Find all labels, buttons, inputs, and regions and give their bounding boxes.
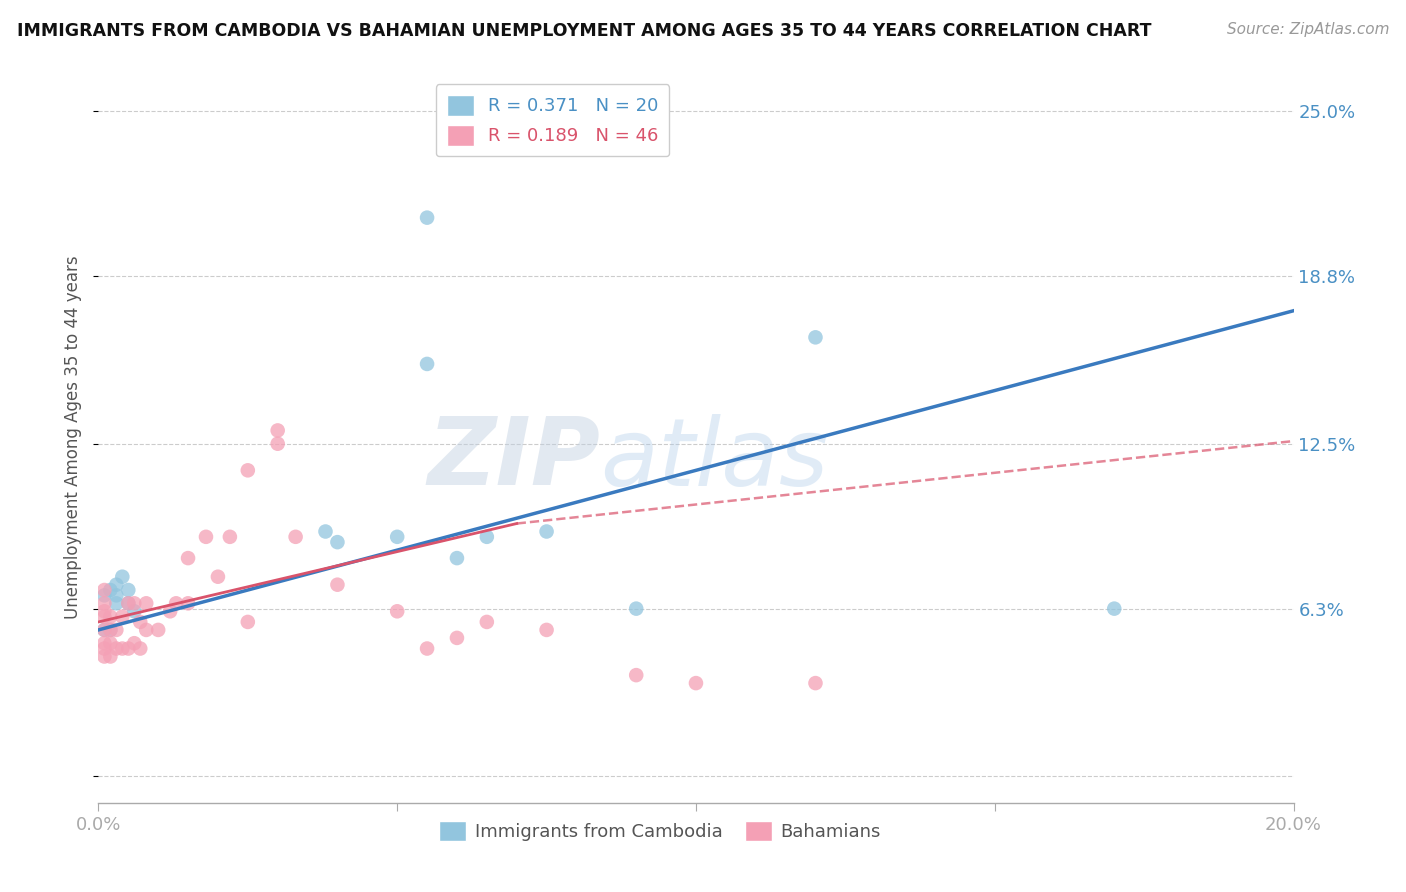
Point <box>93 604 115 618</box>
Text: atlas: atlas <box>600 414 828 505</box>
Point <box>117 596 139 610</box>
Point <box>177 551 200 566</box>
Text: IMMIGRANTS FROM CAMBODIA VS BAHAMIAN UNEMPLOYMENT AMONG AGES 35 TO 44 YEARS CORR: IMMIGRANTS FROM CAMBODIA VS BAHAMIAN UNE… <box>17 22 1152 40</box>
Point <box>177 596 200 610</box>
Point <box>536 524 558 539</box>
Point <box>93 623 115 637</box>
Point <box>475 530 498 544</box>
Point <box>685 676 707 690</box>
Point <box>117 596 139 610</box>
Text: ZIP: ZIP <box>427 413 600 505</box>
Point <box>135 596 157 610</box>
Point <box>93 588 115 602</box>
Point <box>475 615 498 629</box>
Point <box>105 596 128 610</box>
Point <box>105 623 128 637</box>
Point <box>98 609 122 624</box>
Point <box>93 582 115 597</box>
Point <box>1104 601 1126 615</box>
Point <box>267 424 290 438</box>
Point <box>105 577 128 591</box>
Point <box>111 641 134 656</box>
Point <box>416 641 439 656</box>
Point <box>148 623 170 637</box>
Point <box>385 530 409 544</box>
Point <box>124 596 146 610</box>
Point <box>165 596 187 610</box>
Text: Source: ZipAtlas.com: Source: ZipAtlas.com <box>1226 22 1389 37</box>
Point <box>124 636 146 650</box>
Point <box>124 604 146 618</box>
Point <box>93 636 115 650</box>
Point <box>626 668 648 682</box>
Point <box>105 588 128 602</box>
Point <box>98 623 122 637</box>
Point <box>315 524 337 539</box>
Point <box>98 649 122 664</box>
Point <box>93 609 115 624</box>
Point <box>267 436 290 450</box>
Point <box>326 535 349 549</box>
Point <box>195 530 218 544</box>
Point <box>98 636 122 650</box>
Point <box>93 596 115 610</box>
Point <box>446 551 468 566</box>
Point <box>326 577 349 591</box>
Point <box>804 330 827 344</box>
Point <box>135 623 157 637</box>
Point <box>159 604 181 618</box>
Point <box>446 631 468 645</box>
Y-axis label: Unemployment Among Ages 35 to 44 years: Unemployment Among Ages 35 to 44 years <box>65 255 83 619</box>
Point <box>105 641 128 656</box>
Point <box>804 676 827 690</box>
Point <box>129 615 152 629</box>
Point <box>117 641 139 656</box>
Point <box>111 609 134 624</box>
Point <box>117 582 139 597</box>
Legend: Immigrants from Cambodia, Bahamians: Immigrants from Cambodia, Bahamians <box>432 814 889 848</box>
Point <box>111 570 134 584</box>
Point <box>98 623 122 637</box>
Point <box>93 641 115 656</box>
Point <box>385 604 409 618</box>
Point <box>98 582 122 597</box>
Point <box>416 211 439 225</box>
Point <box>129 641 152 656</box>
Point <box>536 623 558 637</box>
Point <box>236 615 259 629</box>
Point <box>236 463 259 477</box>
Point <box>207 570 229 584</box>
Point <box>284 530 307 544</box>
Point <box>219 530 242 544</box>
Point <box>93 649 115 664</box>
Point <box>416 357 439 371</box>
Point <box>626 601 648 615</box>
Point <box>93 623 115 637</box>
